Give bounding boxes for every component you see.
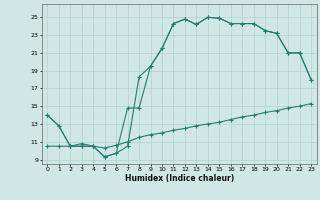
X-axis label: Humidex (Indice chaleur): Humidex (Indice chaleur) <box>124 174 234 183</box>
